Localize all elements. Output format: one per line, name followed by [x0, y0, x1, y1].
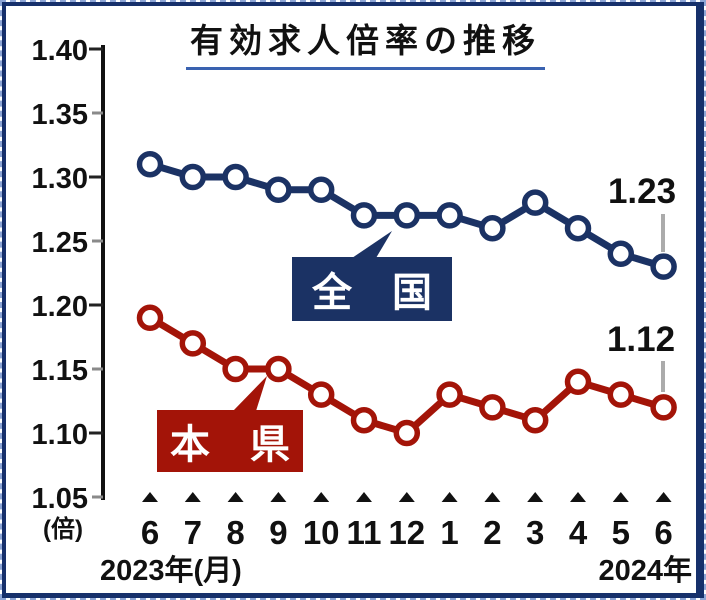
- end-value-label: 1.23: [608, 172, 676, 211]
- x-tick-triangle: [655, 492, 672, 502]
- national-callout-label: 全 国: [311, 270, 432, 315]
- national-callout-pointer: [352, 231, 392, 258]
- x-month-label: 6: [654, 514, 672, 551]
- x-month-label: 12: [388, 514, 425, 551]
- y-tick-label: 1.35: [32, 99, 88, 131]
- data-point-marker: [607, 381, 635, 408]
- prefecture-callout-box: [157, 410, 303, 472]
- end-value-label: 1.12: [607, 320, 675, 359]
- y-tick-label: 1.30: [32, 163, 88, 195]
- data-point-marker: [521, 406, 549, 434]
- x-tick-triangle: [142, 492, 158, 502]
- x-tick-triangle: [270, 492, 287, 502]
- prefecture-callout-label: 本 県: [170, 423, 290, 467]
- x-month-label: 11: [347, 514, 382, 551]
- y-axis-unit-label: (倍): [43, 515, 83, 543]
- x-tick-triangle: [527, 492, 544, 502]
- data-point-marker: [179, 163, 207, 191]
- data-point-marker: [650, 394, 677, 421]
- x-tick-triangle: [570, 492, 586, 502]
- x-tick-triangle: [441, 492, 458, 502]
- x-month-label: 3: [526, 514, 544, 551]
- prefecture-callout-pointer: [233, 376, 267, 411]
- y-tick-label: 1.40: [32, 35, 88, 67]
- data-point-marker: [393, 419, 421, 447]
- x-month-label: 2: [483, 514, 501, 551]
- x-axis-right-caption: 2024年: [598, 553, 692, 587]
- data-point-marker: [564, 214, 592, 242]
- data-point-marker: [265, 355, 292, 383]
- x-tick-triangle: [356, 492, 372, 502]
- data-point-marker: [436, 202, 463, 229]
- data-point-marker: [307, 381, 335, 408]
- data-point-marker: [136, 304, 164, 332]
- data-point-marker: [650, 253, 677, 280]
- x-month-label: 9: [269, 514, 287, 551]
- data-point-marker: [564, 368, 592, 396]
- data-point-marker: [479, 394, 506, 421]
- x-tick-triangle: [313, 492, 330, 502]
- x-month-label: 8: [226, 514, 244, 551]
- national-callout-box: [292, 257, 452, 321]
- data-point-marker: [393, 202, 421, 229]
- data-point-marker: [479, 214, 506, 242]
- data-point-marker: [521, 189, 549, 216]
- x-month-label: 7: [184, 514, 202, 551]
- x-tick-triangle: [612, 492, 629, 502]
- data-point-marker: [350, 202, 378, 229]
- data-point-marker: [265, 176, 292, 204]
- x-tick-triangle: [484, 492, 501, 502]
- data-point-marker: [222, 163, 249, 191]
- chart-title: 有効求人倍率の推移: [186, 14, 545, 70]
- x-tick-triangle: [398, 492, 415, 502]
- data-point-marker: [179, 330, 207, 357]
- x-month-label: 5: [612, 514, 630, 551]
- data-point-marker: [307, 176, 335, 204]
- y-tick-label: 1.15: [32, 355, 88, 387]
- x-tick-triangle: [184, 492, 201, 502]
- x-month-label: 6: [141, 514, 159, 551]
- x-month-label: 1: [440, 514, 458, 551]
- y-tick-label: 1.10: [32, 419, 88, 451]
- y-tick-label: 1.20: [32, 291, 88, 323]
- x-month-label: 4: [569, 514, 588, 551]
- data-point-marker: [436, 381, 463, 408]
- data-point-marker: [136, 150, 164, 178]
- y-tick-label: 1.05: [32, 483, 88, 515]
- data-point-marker: [607, 240, 635, 268]
- data-point-marker: [222, 355, 249, 383]
- y-tick-label: 1.25: [32, 227, 88, 259]
- x-month-label: 10: [303, 514, 340, 551]
- data-point-marker: [350, 406, 378, 434]
- x-tick-triangle: [227, 492, 244, 502]
- x-axis-left-caption: 2023年(月): [100, 553, 242, 587]
